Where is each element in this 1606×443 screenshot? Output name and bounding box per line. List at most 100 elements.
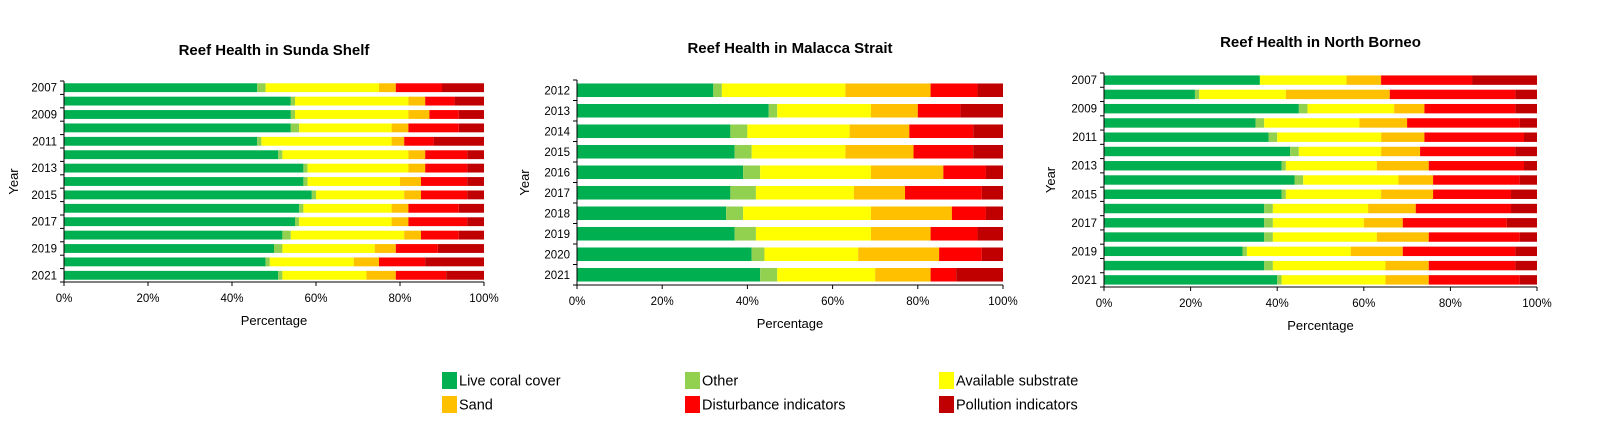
y-axis-title: Year — [517, 169, 532, 196]
bar-other-2008 — [290, 96, 295, 106]
bar-sand-2007 — [1346, 75, 1382, 85]
bar-disturbance-indicators-2019 — [395, 244, 438, 253]
bar-available-substrate-2008 — [295, 96, 409, 106]
bar-live-coral-cover-2009 — [1104, 103, 1299, 114]
legend-swatch-live-coral-cover — [442, 372, 457, 389]
legend-label-disturbance-indicators: Disturbance indicators — [702, 398, 845, 414]
bar-pollution-indicators-2015 — [973, 144, 1003, 159]
bar-disturbance-indicators-2021 — [1428, 275, 1520, 285]
bar-other-2019 — [734, 226, 756, 241]
y-tick-label: 2017 — [544, 188, 570, 200]
bar-available-substrate-2015 — [316, 190, 405, 200]
bar-available-substrate-2010 — [299, 123, 392, 133]
bar-available-substrate-2015 — [751, 144, 846, 159]
y-tick-label: 2013 — [1071, 161, 1097, 173]
bar-sand-2018 — [870, 206, 952, 221]
bar-sand-2019 — [870, 226, 931, 241]
bar-other-2013 — [768, 103, 778, 118]
x-tick-label: 40% — [736, 296, 759, 308]
bar-sand-2008 — [1285, 89, 1390, 100]
bar-other-2009 — [290, 110, 295, 119]
bar-sand-2018 — [404, 230, 421, 240]
bar-sand-2014 — [400, 177, 421, 186]
bar-available-substrate-2013 — [307, 163, 409, 173]
bar-other-2021 — [1277, 275, 1282, 285]
bar-other-2017 — [730, 185, 756, 200]
bar-live-coral-cover-2018 — [577, 206, 727, 221]
bar-pollution-indicators-2014 — [467, 177, 484, 186]
bar-disturbance-indicators-2021 — [930, 267, 957, 282]
bar-sand-2010 — [391, 123, 409, 133]
bar-disturbance-indicators-2016 — [943, 165, 986, 180]
bar-disturbance-indicators-2008 — [425, 96, 455, 106]
bar-live-coral-cover-2007 — [64, 83, 258, 93]
bar-other-2021 — [760, 267, 778, 282]
x-tick-label: 100% — [988, 296, 1017, 308]
bar-other-2015 — [1281, 189, 1286, 199]
bar-available-substrate-2016 — [1272, 203, 1369, 214]
bar-disturbance-indicators-2019 — [930, 226, 978, 241]
bar-other-2010 — [290, 123, 300, 133]
bar-disturbance-indicators-2017 — [408, 217, 468, 227]
bar-other-2019 — [274, 244, 283, 253]
legend-swatch-disturbance-indicators — [685, 396, 700, 413]
bar-sand-2019 — [1350, 246, 1403, 257]
bar-available-substrate-2014 — [747, 124, 850, 139]
bar-live-coral-cover-2019 — [64, 244, 274, 253]
bar-disturbance-indicators-2013 — [917, 103, 961, 118]
x-tick-label: 40% — [220, 293, 243, 305]
bar-pollution-indicators-2007 — [442, 83, 484, 93]
y-tick-label: 2011 — [32, 136, 57, 148]
bar-live-coral-cover-2014 — [1104, 175, 1295, 185]
bar-sand-2019 — [374, 244, 396, 253]
bar-other-2012 — [1290, 146, 1299, 157]
bar-live-coral-cover-2019 — [577, 226, 735, 241]
bar-available-substrate-2020 — [269, 257, 354, 267]
bar-available-substrate-2012 — [1298, 146, 1382, 157]
bar-sand-2007 — [379, 83, 396, 93]
x-tick-label: 80% — [388, 293, 411, 305]
bar-available-substrate-2009 — [295, 110, 409, 119]
bar-other-2018 — [282, 230, 291, 240]
bar-live-coral-cover-2013 — [1104, 161, 1282, 171]
bar-available-substrate-2014 — [1303, 175, 1399, 185]
bar-available-substrate-2011 — [1277, 132, 1382, 142]
chart-malacca-strait: Reef Health in Malacca Strait 2012 2013 201… — [517, 40, 1018, 331]
x-axis-title: Percentage — [241, 313, 308, 328]
x-tick-label: 20% — [651, 296, 674, 308]
bar-pollution-indicators-2016 — [985, 165, 1003, 180]
bar-sand-2020 — [1385, 260, 1429, 271]
bar-pollution-indicators-2016 — [458, 203, 484, 213]
bar-live-coral-cover-2020 — [1104, 260, 1265, 271]
bar-sand-2008 — [408, 96, 426, 106]
bar-live-coral-cover-2018 — [1104, 232, 1265, 242]
x-tick-label: 80% — [906, 296, 929, 308]
bar-other-2013 — [303, 163, 308, 173]
bar-sand-2013 — [1376, 161, 1429, 171]
bar-available-substrate-2016 — [303, 203, 392, 213]
y-tick-label: 2015 — [544, 147, 570, 159]
bar-available-substrate-2020 — [1272, 260, 1386, 271]
bar-pollution-indicators-2021 — [446, 270, 484, 280]
bar-disturbance-indicators-2015 — [1433, 189, 1512, 199]
chart-title: Reef Health in Sunda Shelf — [179, 42, 371, 59]
y-tick-label: 2009 — [1071, 104, 1097, 116]
bar-live-coral-cover-2011 — [64, 136, 258, 146]
bar-other-2011 — [257, 136, 262, 146]
x-tick-label: 40% — [1266, 298, 1289, 310]
bar-pollution-indicators-2020 — [1515, 260, 1537, 271]
y-tick-label: 2013 — [31, 163, 57, 175]
y-tick-label: 2009 — [31, 110, 57, 122]
bar-live-coral-cover-2007 — [1104, 75, 1260, 85]
bar-sand-2013 — [408, 163, 426, 173]
y-tick-label: 2013 — [544, 106, 570, 118]
bar-sand-2015 — [845, 144, 914, 159]
x-tick-label: 0% — [569, 296, 586, 308]
bar-sand-2013 — [870, 103, 918, 118]
bar-disturbance-indicators-2016 — [408, 203, 459, 213]
bar-live-coral-cover-2020 — [577, 247, 752, 262]
bar-sand-2015 — [1381, 189, 1434, 199]
bar-live-coral-cover-2021 — [1104, 275, 1278, 285]
y-tick-label: 2017 — [1071, 218, 1097, 230]
chart-title: Reef Health in Malacca Strait — [687, 40, 892, 57]
